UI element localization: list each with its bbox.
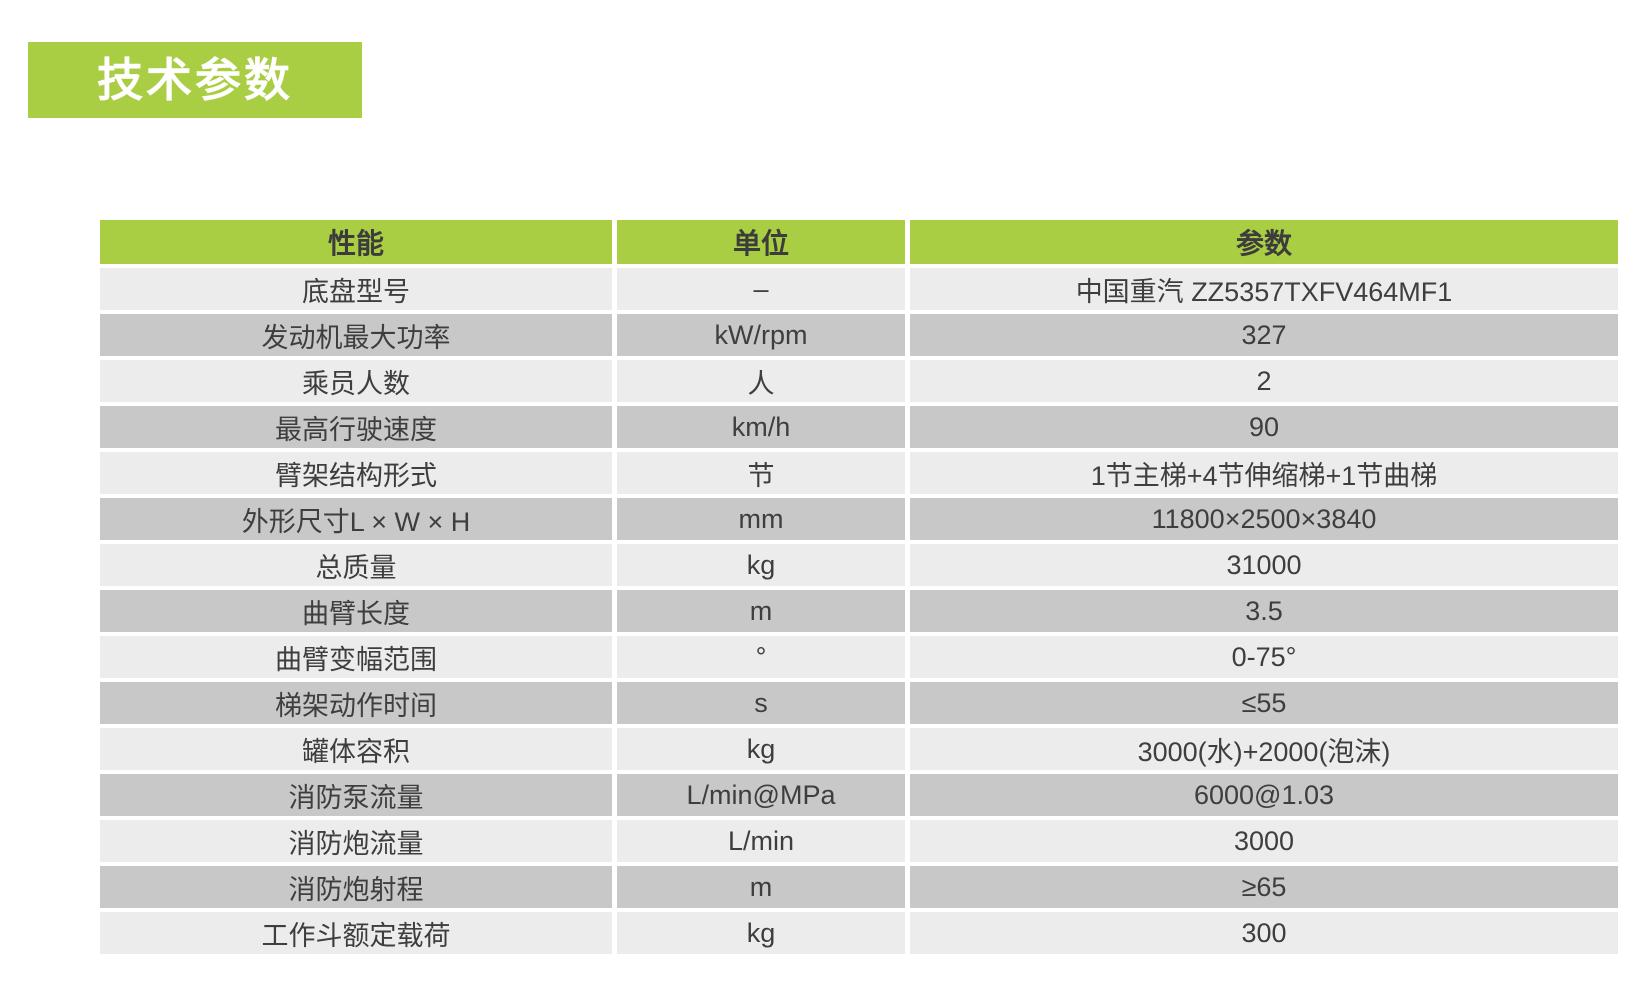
property-cell: 罐体容积 — [100, 726, 617, 774]
property-cell: 曲臂变幅范围 — [100, 634, 617, 682]
property-cell: 发动机最大功率 — [100, 312, 617, 360]
header-performance: 性能 — [100, 220, 617, 268]
value-cell: 2 — [907, 358, 1618, 406]
table-row: 底盘型号 – 中国重汽 ZZ5357TXFV464MF1 — [100, 266, 1618, 314]
property-cell: 梯架动作时间 — [100, 680, 617, 728]
value-cell: 11800×2500×3840 — [907, 496, 1618, 544]
value-cell: 90 — [907, 404, 1618, 452]
table-row: 罐体容积 kg 3000(水)+2000(泡沫) — [100, 726, 1618, 774]
unit-cell: m — [614, 588, 910, 636]
property-cell: 最高行驶速度 — [100, 404, 617, 452]
unit-cell: km/h — [614, 404, 910, 452]
unit-cell: kg — [614, 910, 910, 958]
value-cell: 31000 — [907, 542, 1618, 590]
unit-cell: L/min@MPa — [614, 772, 910, 820]
value-cell: 327 — [907, 312, 1618, 360]
property-cell: 总质量 — [100, 542, 617, 590]
spec-table: 性能 单位 参数 底盘型号 – 中国重汽 ZZ5357TXFV464MF1 发动机最大… — [100, 220, 1618, 958]
unit-cell: m — [614, 864, 910, 912]
header-row: 性能 单位 参数 — [100, 220, 1618, 268]
table-row: 总质量 kg 31000 — [100, 542, 1618, 590]
property-cell: 曲臂长度 — [100, 588, 617, 636]
value-cell: 3.5 — [907, 588, 1618, 636]
unit-cell: 人 — [614, 358, 910, 406]
table-row: 曲臂变幅范围 ° 0-75° — [100, 634, 1618, 682]
table-row: 消防泵流量 L/min@MPa 6000@1.03 — [100, 772, 1618, 820]
unit-cell: mm — [614, 496, 910, 544]
header-parameter: 参数 — [907, 220, 1618, 268]
table-row: 发动机最大功率 kW/rpm 327 — [100, 312, 1618, 360]
unit-cell: kW/rpm — [614, 312, 910, 360]
table-row: 乘员人数人 2 — [100, 358, 1618, 406]
property-cell: 外形尺寸L × W × H — [100, 496, 617, 544]
table-row: 最高行驶速度 km/h 90 — [100, 404, 1618, 452]
value-cell: 1节主梯+4节伸缩梯+1节曲梯 — [907, 450, 1618, 498]
header-unit: 单位 — [614, 220, 910, 268]
value-cell: 300 — [907, 910, 1618, 958]
table-row: 臂架结构形式节 1节主梯+4节伸缩梯+1节曲梯 — [100, 450, 1618, 498]
value-cell: 中国重汽 ZZ5357TXFV464MF1 — [907, 266, 1618, 314]
table-row: 曲臂长度 m 3.5 — [100, 588, 1618, 636]
section-title-banner: 技术参数 — [28, 42, 362, 118]
property-cell: 消防炮流量 — [100, 818, 617, 866]
unit-cell: kg — [614, 726, 910, 774]
value-cell: 3000 — [907, 818, 1618, 866]
value-cell: ≤55 — [907, 680, 1618, 728]
value-cell: 0-75° — [907, 634, 1618, 682]
property-cell: 乘员人数 — [100, 358, 617, 406]
spec-table-body: 底盘型号 – 中国重汽 ZZ5357TXFV464MF1 发动机最大功率 kW/rpm 3… — [100, 266, 1618, 958]
section-title: 技术参数 — [97, 54, 293, 106]
unit-cell: – — [614, 266, 910, 314]
property-cell: 工作斗额定载荷 — [100, 910, 617, 958]
property-cell: 臂架结构形式 — [100, 450, 617, 498]
table-row: 梯架动作时间 s ≤55 — [100, 680, 1618, 728]
table-row: 消防炮流量 L/min 3000 — [100, 818, 1618, 866]
unit-cell: s — [614, 680, 910, 728]
property-cell: 消防泵流量 — [100, 772, 617, 820]
unit-cell: kg — [614, 542, 910, 590]
property-cell: 消防炮射程 — [100, 864, 617, 912]
unit-cell: 节 — [614, 450, 910, 498]
value-cell: 6000@1.03 — [907, 772, 1618, 820]
table-row: 工作斗额定载荷 kg 300 — [100, 910, 1618, 958]
value-cell: 3000(水)+2000(泡沫) — [907, 726, 1618, 774]
property-cell: 底盘型号 — [100, 266, 617, 314]
table-row: 消防炮射程 m ≥65 — [100, 864, 1618, 912]
unit-cell: L/min — [614, 818, 910, 866]
unit-cell: ° — [614, 634, 910, 682]
value-cell: ≥65 — [907, 864, 1618, 912]
